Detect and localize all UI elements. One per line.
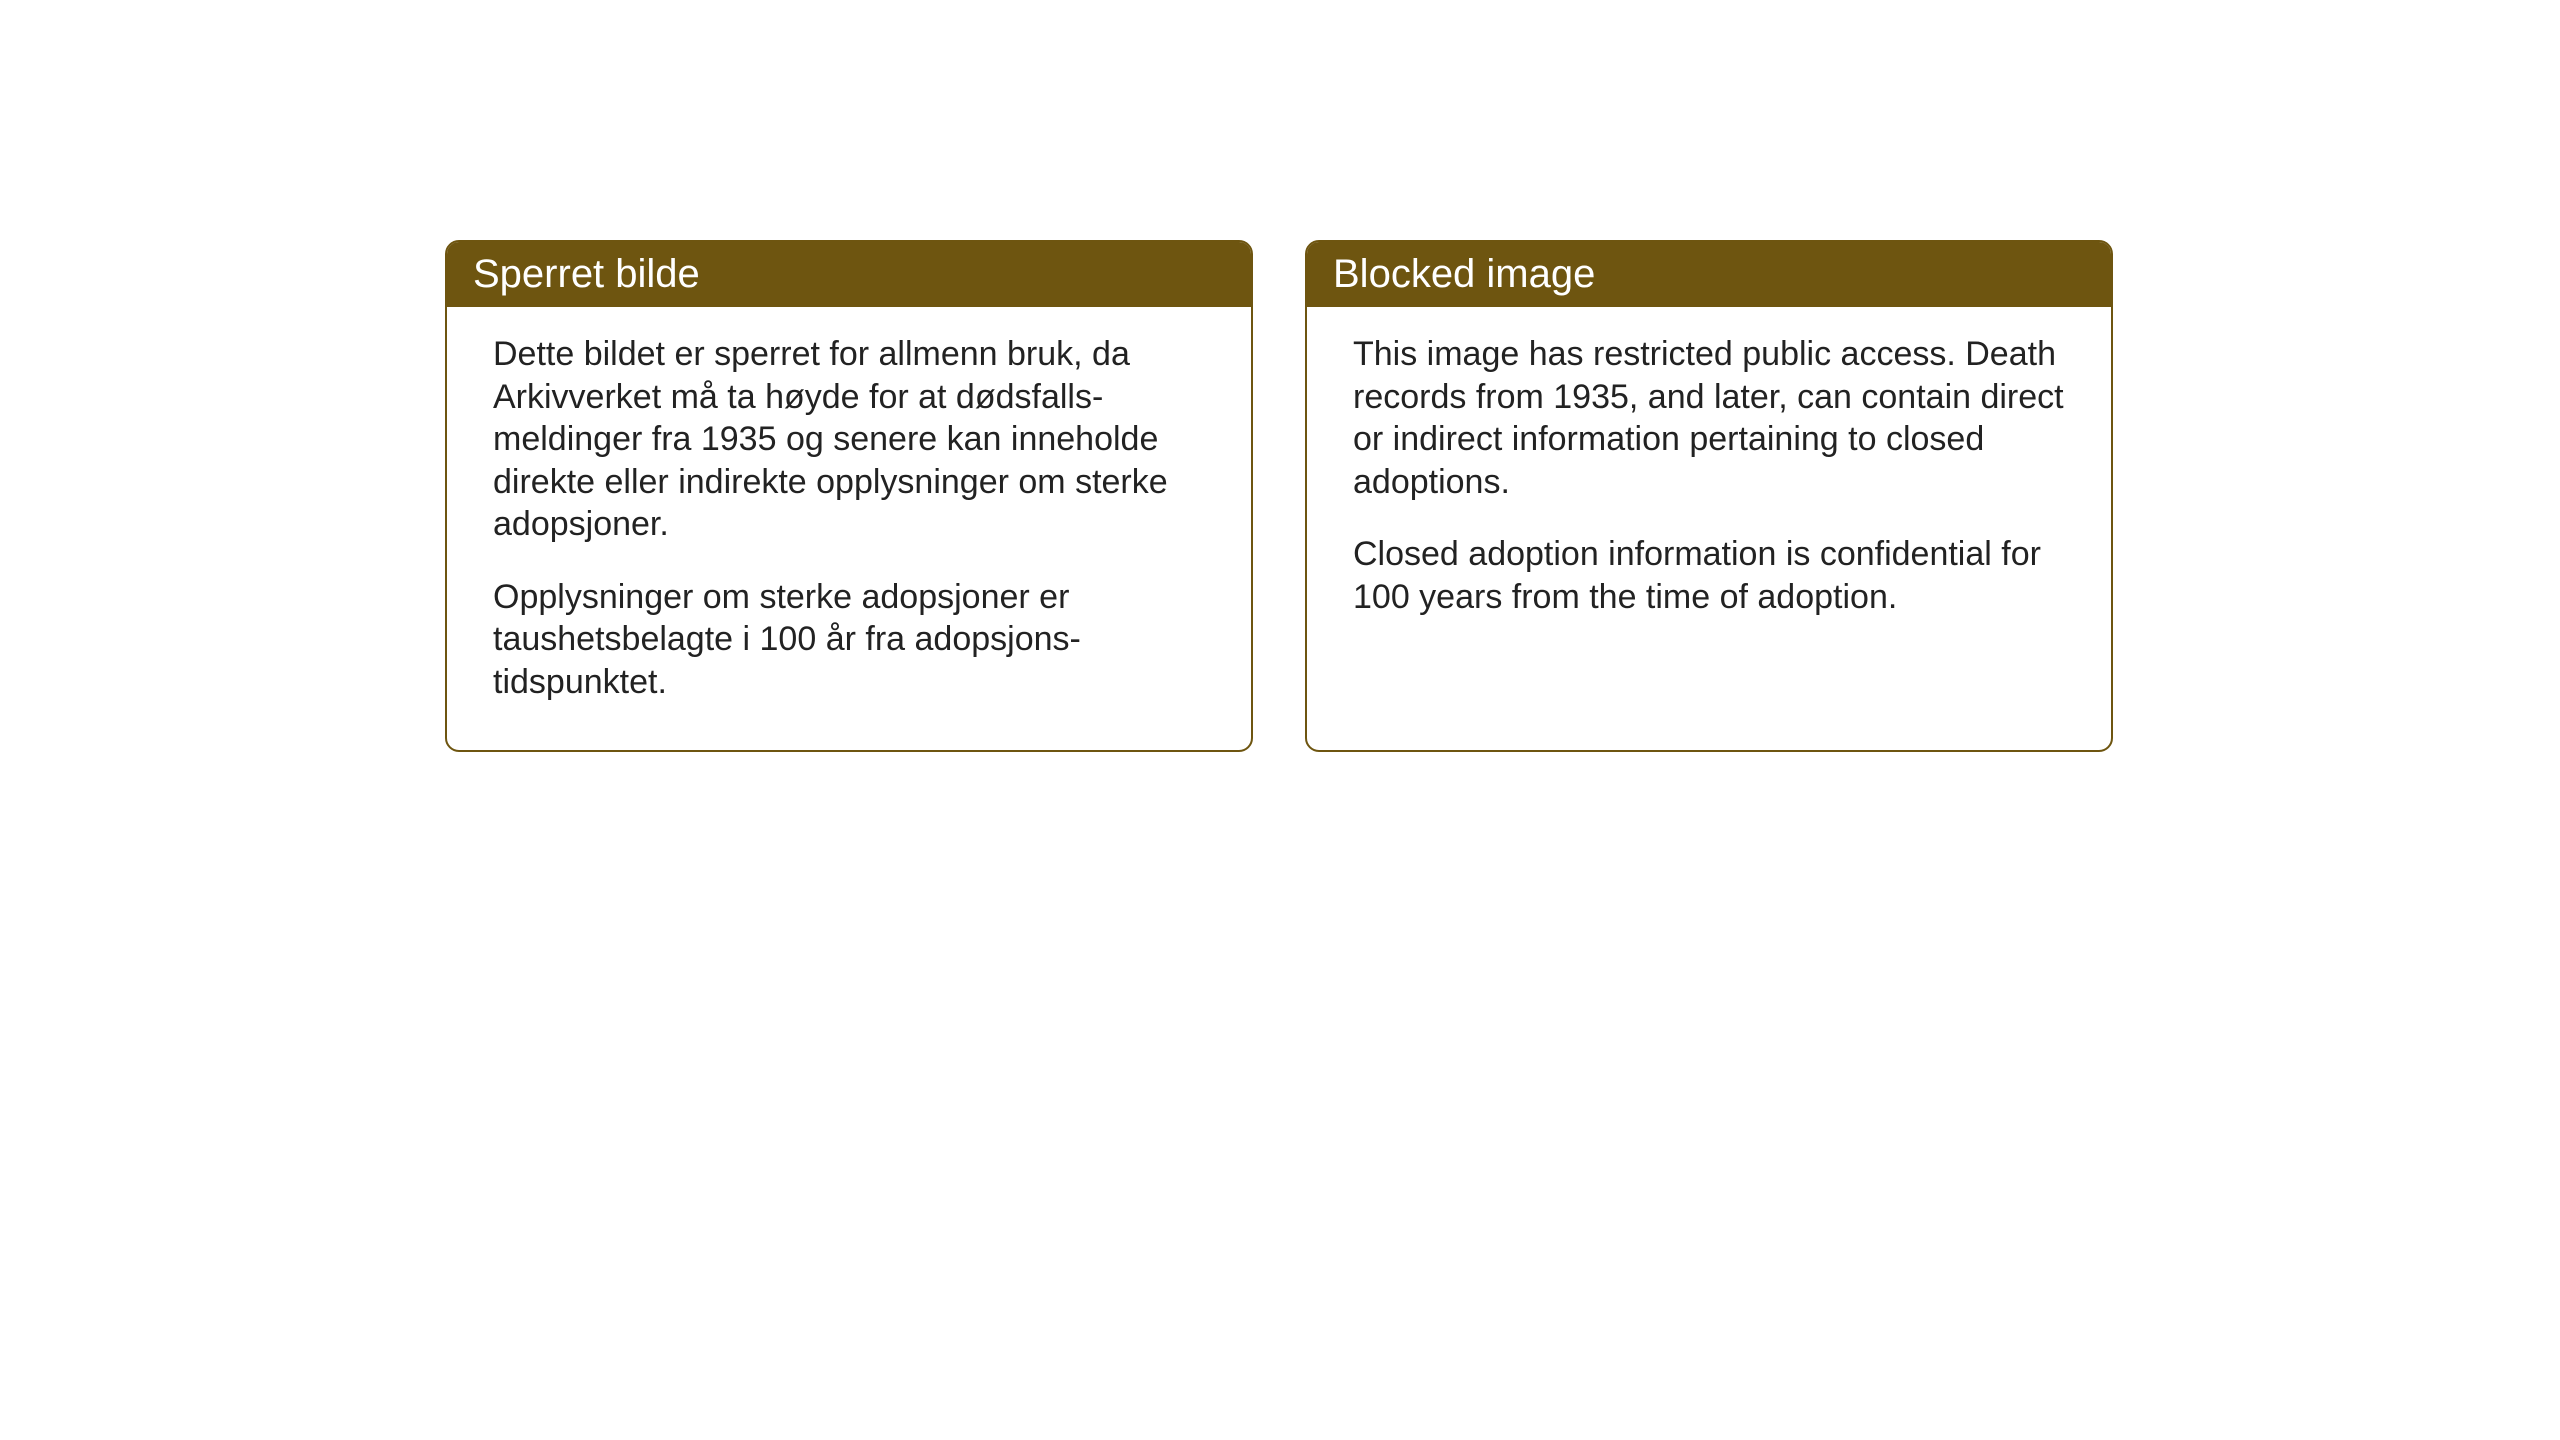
card-paragraph-1-norwegian: Dette bildet er sperret for allmenn bruk… bbox=[493, 333, 1205, 546]
card-title-english: Blocked image bbox=[1333, 252, 1595, 296]
card-paragraph-1-english: This image has restricted public access.… bbox=[1353, 333, 2065, 503]
card-paragraph-2-norwegian: Opplysninger om sterke adopsjoner er tau… bbox=[493, 576, 1205, 704]
notice-container: Sperret bilde Dette bildet er sperret fo… bbox=[445, 240, 2113, 752]
card-header-english: Blocked image bbox=[1307, 242, 2111, 307]
card-paragraph-2-english: Closed adoption information is confident… bbox=[1353, 533, 2065, 618]
card-body-english: This image has restricted public access.… bbox=[1307, 307, 2111, 654]
notice-card-norwegian: Sperret bilde Dette bildet er sperret fo… bbox=[445, 240, 1253, 752]
notice-card-english: Blocked image This image has restricted … bbox=[1305, 240, 2113, 752]
card-body-norwegian: Dette bildet er sperret for allmenn bruk… bbox=[447, 307, 1251, 739]
card-header-norwegian: Sperret bilde bbox=[447, 242, 1251, 307]
card-title-norwegian: Sperret bilde bbox=[473, 252, 700, 296]
